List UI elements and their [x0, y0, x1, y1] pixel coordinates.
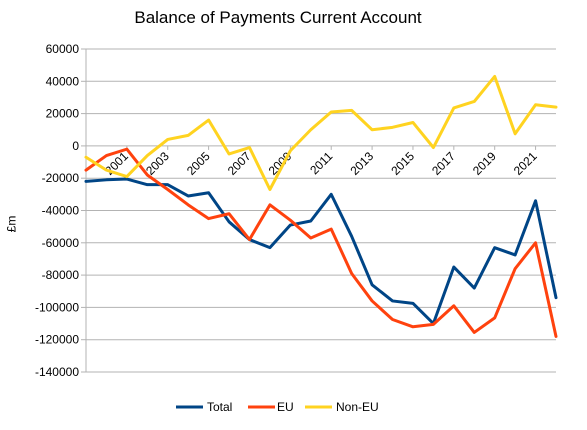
x-tick-label: 2005	[184, 149, 213, 178]
legend-label-total: Total	[207, 400, 232, 414]
series-line-eu	[84, 147, 558, 338]
y-tick-label: -80000	[42, 268, 80, 282]
y-tick-label: -20000	[42, 171, 80, 185]
x-tick-label: 2015	[388, 149, 417, 178]
y-tick-label: -60000	[42, 236, 80, 250]
legend-label-eu: EU	[277, 400, 294, 414]
chart-title: Balance of Payments Current Account	[134, 8, 422, 27]
series-line-total	[84, 177, 558, 326]
x-tick-label: 2021	[511, 149, 540, 178]
y-tick-label: 60000	[46, 42, 80, 56]
legend-label-non-eu: Non-EU	[336, 400, 379, 414]
y-tick-label: 20000	[46, 107, 80, 121]
y-tick-labels: 60000 40000 20000 0 -20000 -40000 -60000 -80000…	[35, 42, 79, 379]
y-tick-label: -40000	[42, 204, 80, 218]
x-tick-label: 2017	[429, 149, 458, 178]
y-tick-label: -140000	[35, 365, 79, 379]
gridlines	[81, 48, 556, 373]
x-tick-labels: 2001 2003 2005 2007 2009 2011 2013 2015 2017 2019…	[102, 149, 540, 178]
legend: Total EU Non-EU	[176, 400, 379, 414]
x-tick-label: 2013	[347, 149, 376, 178]
series-lines	[84, 74, 558, 338]
x-tick-label: 2019	[470, 149, 499, 178]
x-tick-label: 2011	[307, 149, 335, 177]
y-tick-label: -120000	[35, 333, 79, 347]
series-line-non-eu	[84, 74, 558, 191]
y-tick-label: -100000	[35, 300, 79, 314]
y-tick-label: 40000	[46, 74, 80, 88]
y-tick-label: 0	[72, 139, 79, 153]
